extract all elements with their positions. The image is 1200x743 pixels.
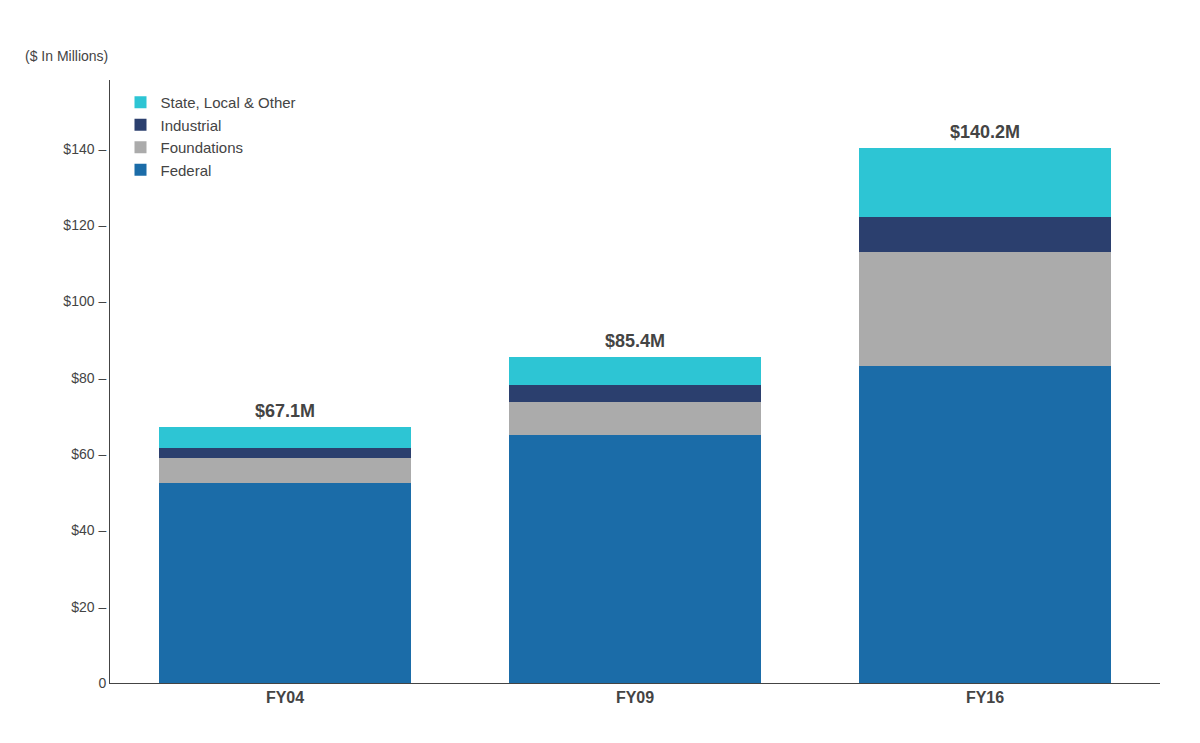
svg-text:Foundations: Foundations <box>161 139 244 156</box>
svg-text:$80 –: $80 – <box>71 370 106 386</box>
svg-text:($ In Millions): ($ In Millions) <box>25 48 108 64</box>
svg-text:$85.4M: $85.4M <box>605 331 665 351</box>
svg-text:Federal: Federal <box>161 162 212 179</box>
svg-text:State, Local & Other: State, Local & Other <box>161 94 296 111</box>
svg-text:FY04: FY04 <box>266 689 304 706</box>
svg-text:Industrial: Industrial <box>161 117 222 134</box>
svg-text:$60 –: $60 – <box>71 446 106 462</box>
svg-text:$40 –: $40 – <box>71 522 106 538</box>
svg-text:$20 –: $20 – <box>71 599 106 615</box>
svg-text:$67.1M: $67.1M <box>255 401 315 421</box>
svg-text:FY16: FY16 <box>966 689 1004 706</box>
svg-text:$140.2M: $140.2M <box>950 122 1020 142</box>
svg-text:FY09: FY09 <box>616 689 654 706</box>
svg-text:$100 –: $100 – <box>63 293 106 309</box>
svg-text:$120 –: $120 – <box>63 217 106 233</box>
svg-text:0: 0 <box>98 675 106 691</box>
svg-text:$140 –: $140 – <box>63 141 106 157</box>
